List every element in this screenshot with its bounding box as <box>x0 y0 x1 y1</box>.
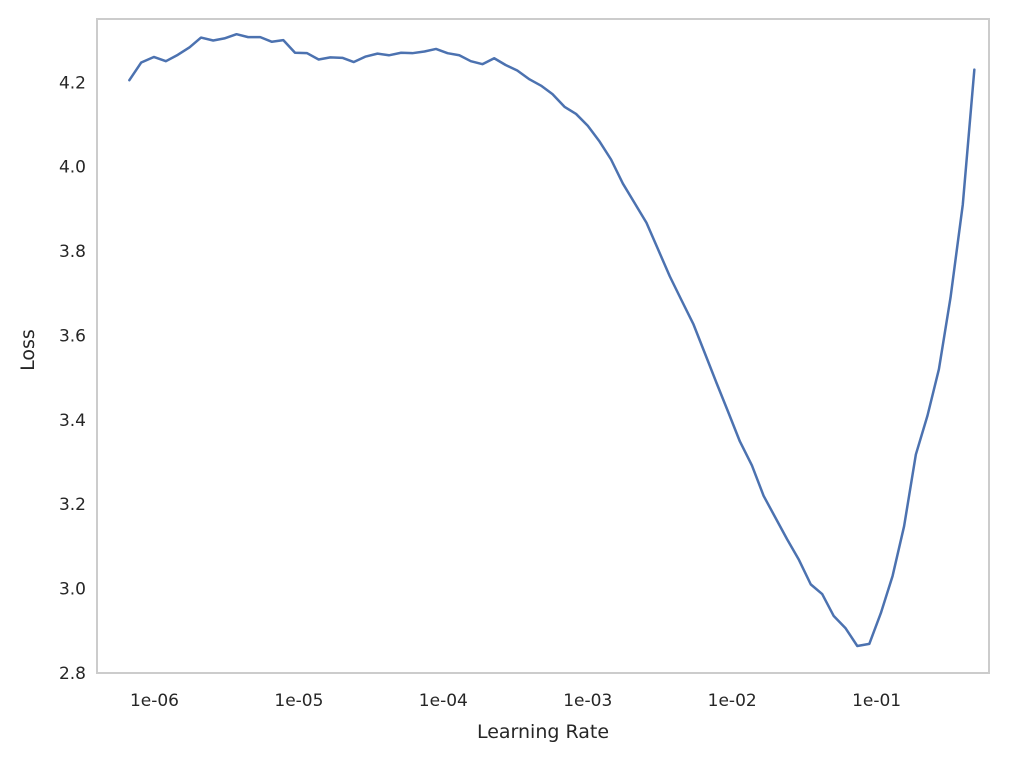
y-tick-label: 3.2 <box>59 495 86 515</box>
y-axis-ticks: 2.8 3.0 3.2 3.4 3.6 3.8 4.0 4.2 <box>59 73 86 684</box>
x-tick-label: 1e-02 <box>708 691 757 711</box>
x-tick-label: 1e-04 <box>419 691 468 711</box>
x-tick-label: 1e-03 <box>563 691 612 711</box>
y-tick-label: 2.8 <box>59 664 86 684</box>
y-tick-label: 3.6 <box>59 326 86 346</box>
y-tick-label: 3.4 <box>59 411 86 431</box>
plot-frame <box>96 18 990 674</box>
x-tick-label: 1e-05 <box>274 691 323 711</box>
y-tick-label: 3.0 <box>59 580 86 600</box>
y-tick-label: 3.8 <box>59 242 86 262</box>
y-axis-label: Loss <box>17 329 39 371</box>
x-axis-ticks: 1e-06 1e-05 1e-04 1e-03 1e-02 1e-01 <box>130 691 901 711</box>
series-lines <box>128 32 976 648</box>
x-axis-label: Learning Rate <box>477 721 609 743</box>
x-tick-label: 1e-06 <box>130 691 179 711</box>
loss-series-line <box>128 32 976 648</box>
y-tick-label: 4.0 <box>59 158 86 178</box>
y-tick-label: 4.2 <box>59 73 86 93</box>
x-tick-label: 1e-01 <box>852 691 901 711</box>
